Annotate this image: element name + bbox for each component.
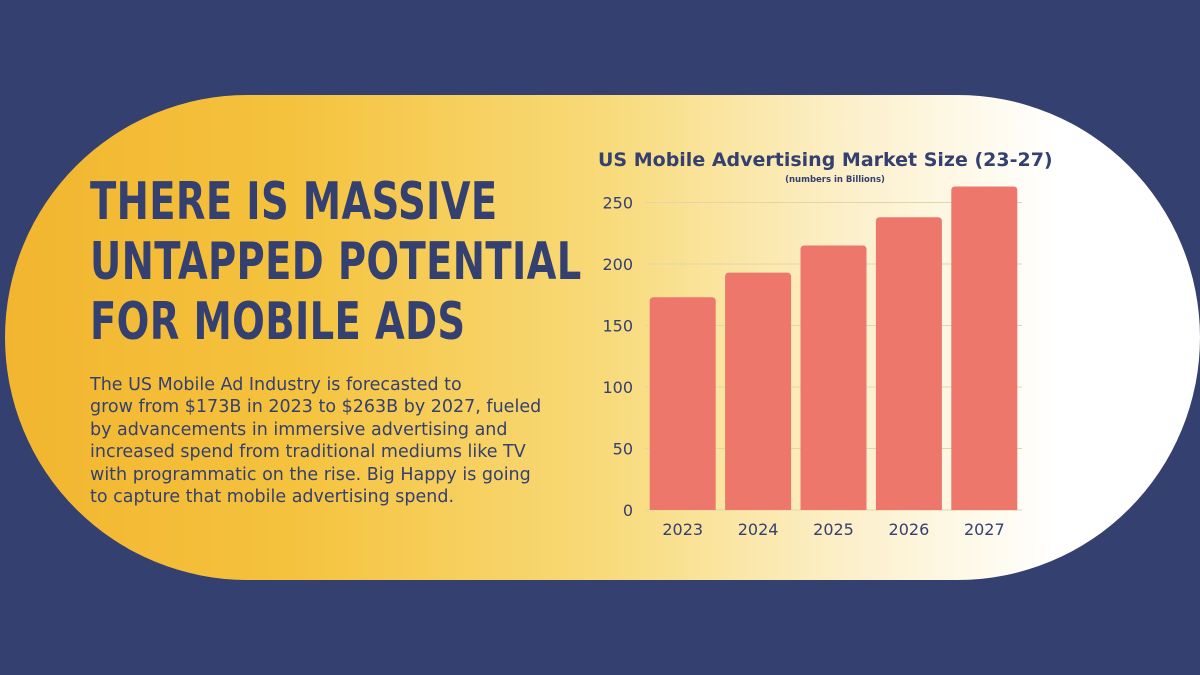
x-tick-label: 2027 — [964, 520, 1005, 539]
headline-line: THERE IS MASSIVE — [90, 172, 498, 232]
y-tick-label: 50 — [613, 440, 633, 459]
body-paragraph: The US Mobile Ad Industry is forecasted … — [90, 374, 610, 508]
chart-subtitle: (numbers in Billions) — [785, 175, 885, 185]
y-tick-label: 250 — [602, 194, 633, 213]
y-tick-label: 150 — [602, 317, 633, 336]
body-line: by advancements in immersive advertising… — [90, 419, 508, 440]
y-tick-label: 0 — [623, 501, 633, 520]
body-line: The US Mobile Ad Industry is forecasted … — [90, 375, 462, 395]
headline-line: FOR MOBILE ADS — [90, 292, 466, 352]
x-tick-label: 2025 — [813, 520, 854, 539]
body-line: increased spend from traditional mediums… — [90, 442, 526, 463]
y-tick-label: 100 — [602, 378, 633, 397]
bar-2027 — [951, 186, 1018, 510]
y-tick-label: 200 — [602, 255, 633, 274]
bar-2023 — [649, 297, 716, 510]
x-tick-label: 2023 — [662, 520, 703, 539]
x-tick-label: 2026 — [889, 520, 930, 539]
chart-title: US Mobile Advertising Market Size (23-27… — [598, 149, 1053, 171]
x-tick-label: 2024 — [738, 520, 779, 539]
bar-2026 — [875, 217, 942, 510]
body-line: to capture that mobile advertising spend… — [90, 487, 455, 508]
body-line: with programmatic on the rise. Big Happy… — [90, 464, 531, 485]
bar-2025 — [800, 245, 867, 511]
body-line: grow from $173B in 2023 to $263B by 2027… — [90, 397, 542, 418]
bar-2024 — [725, 272, 792, 510]
